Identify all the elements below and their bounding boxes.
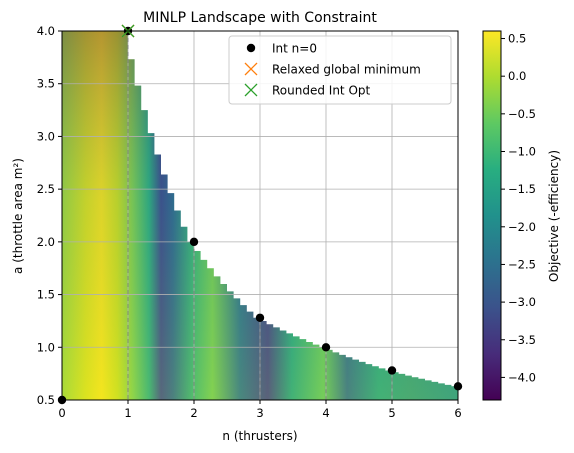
y-tick-label: 2.5 bbox=[37, 182, 55, 196]
colorbar-tick-label: 0.0 bbox=[508, 69, 526, 83]
y-tick-label: 1.0 bbox=[37, 340, 55, 354]
colorbar-label: Objective (-efficiency) bbox=[547, 150, 561, 282]
colorbar-tick-label: 0.5 bbox=[508, 32, 526, 46]
y-tick-label: 0.5 bbox=[37, 393, 55, 407]
legend: Int n=0 Relaxed global minimum Rounded Int… bbox=[228, 35, 452, 105]
y-tick-label: 3.5 bbox=[37, 77, 55, 91]
colorbar-tick-label: −3.0 bbox=[508, 295, 536, 309]
legend-label: Relaxed global minimum bbox=[272, 63, 421, 77]
y-tick-label: 1.5 bbox=[37, 288, 55, 302]
x-tick-label: 3 bbox=[256, 406, 263, 420]
colorbar-tick-label: −1.5 bbox=[508, 182, 536, 196]
y-tick-label: 3.0 bbox=[37, 129, 55, 143]
x-tick-label: 2 bbox=[190, 406, 197, 420]
legend-circle-icon bbox=[246, 43, 256, 53]
legend-item: Relaxed global minimum bbox=[244, 62, 421, 77]
colorbar-tick-label: −3.5 bbox=[508, 333, 536, 347]
x-tick-label: 6 bbox=[454, 406, 461, 420]
colorbar-tick-label: −4.0 bbox=[508, 370, 536, 384]
colorbar-tick-label: −0.5 bbox=[508, 107, 536, 121]
legend-item: Int n=0 bbox=[246, 42, 317, 56]
x-axis-label: n (thrusters) bbox=[222, 429, 297, 443]
objective-field-shading bbox=[62, 31, 458, 400]
y-axis-ticks: 0.5 1.0 1.5 2.0 2.5 3.0 3.5 4.0 bbox=[37, 24, 62, 407]
integer-point-marker bbox=[189, 237, 199, 247]
y-tick-label: 2.0 bbox=[37, 235, 55, 249]
x-tick-label: 5 bbox=[388, 406, 395, 420]
legend-label: Int n=0 bbox=[272, 42, 317, 56]
legend-item: Rounded Int Opt bbox=[244, 83, 371, 98]
legend-box bbox=[228, 35, 452, 105]
colorbar-tick-label: −2.5 bbox=[508, 257, 536, 271]
plot-area: 0 1 2 3 4 5 6 0.5 1.0 1.5 2.0 2.5 3.0 3.5 4.0 bbox=[37, 24, 463, 420]
x-axis-ticks: 0 1 2 3 4 5 6 bbox=[58, 400, 462, 420]
x-tick-label: 0 bbox=[58, 406, 65, 420]
integer-point-marker bbox=[321, 343, 331, 352]
y-axis-label: a (throttle area m²) bbox=[11, 158, 25, 274]
y-tick-label: 4.0 bbox=[37, 24, 55, 38]
x-tick-label: 1 bbox=[124, 406, 131, 420]
chart-title: MINLP Landscape with Constraint bbox=[143, 10, 377, 26]
integer-point-marker bbox=[255, 313, 265, 322]
integer-point-marker bbox=[387, 366, 397, 375]
legend-x-icon bbox=[244, 83, 258, 97]
legend-label: Rounded Int Opt bbox=[272, 84, 371, 98]
colorbar-tick-label: −1.0 bbox=[508, 144, 536, 158]
x-tick-label: 4 bbox=[322, 406, 329, 420]
legend-x-icon bbox=[244, 62, 258, 76]
colorbar-gradient bbox=[482, 30, 502, 401]
colorbar-tick-label: −2.0 bbox=[508, 220, 536, 234]
colorbar: 0.5 0.0 −0.5 −1.0 −1.5 −2.0 −2.5 −3.0 −3.5 −4.0 O… bbox=[482, 30, 561, 401]
colorbar-ticks: 0.5 0.0 −0.5 −1.0 −1.5 −2.0 −2.5 −3.0 −3.5 −4.0 bbox=[501, 32, 536, 384]
